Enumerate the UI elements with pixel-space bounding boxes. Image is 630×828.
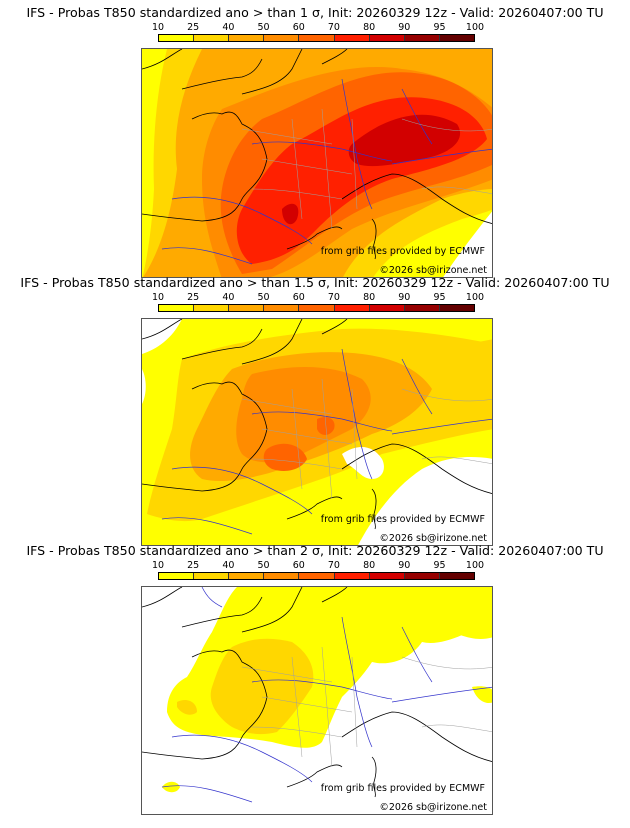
field-25 bbox=[142, 49, 202, 277]
colorbar-segment bbox=[369, 35, 405, 41]
source-credit: from grib files provided by ECMWF bbox=[320, 246, 485, 257]
panel-1-5sigma: IFS - Probas T850 standardized ano > tha… bbox=[0, 275, 630, 547]
colorbar-segment bbox=[159, 35, 195, 41]
colorbar-ticks: 10 25 40 50 60 70 80 90 95 100 bbox=[152, 292, 484, 303]
tick-label: 50 bbox=[257, 22, 270, 33]
colorbar-segment bbox=[439, 305, 474, 311]
tick-label: 80 bbox=[363, 292, 376, 303]
coastlines bbox=[142, 587, 492, 798]
colorbar-segment bbox=[404, 35, 440, 41]
tick-label: 10 bbox=[151, 560, 165, 571]
colorbar-segment bbox=[334, 573, 370, 579]
colorbar-segment bbox=[194, 305, 230, 311]
colorbar-segment bbox=[159, 573, 195, 579]
tick-label: 90 bbox=[398, 22, 411, 33]
coastlines bbox=[142, 49, 492, 260]
colorbar bbox=[158, 572, 475, 580]
tick-label: 25 bbox=[187, 22, 200, 33]
tick-label: 100 bbox=[465, 560, 485, 571]
tick-label: 100 bbox=[465, 292, 485, 303]
tick-label: 100 bbox=[465, 22, 485, 33]
tick-label: 80 bbox=[363, 22, 376, 33]
panel-title: IFS - Probas T850 standardized ano > tha… bbox=[20, 275, 610, 290]
tick-label: 90 bbox=[398, 560, 411, 571]
borders bbox=[241, 108, 492, 230]
colorbar-segment bbox=[229, 305, 265, 311]
tick-label: 40 bbox=[222, 560, 235, 571]
tick-label: 40 bbox=[222, 292, 235, 303]
tick-label: 25 bbox=[187, 560, 200, 571]
tick-label: 95 bbox=[433, 22, 446, 33]
rivers bbox=[161, 587, 492, 803]
tick-label: 40 bbox=[222, 22, 235, 33]
tick-label: 70 bbox=[327, 292, 340, 303]
colorbar-segment bbox=[369, 573, 405, 579]
colorbar-segment bbox=[194, 573, 230, 579]
map-canvas bbox=[142, 587, 492, 814]
field-10 bbox=[142, 49, 167, 277]
colorbar-segment bbox=[299, 573, 335, 579]
colorbar-segment bbox=[334, 35, 370, 41]
colorbar-segment bbox=[369, 305, 405, 311]
source-credit: from grib files provided by ECMWF bbox=[320, 783, 485, 794]
colorbar-segment bbox=[439, 35, 474, 41]
colorbar-segment bbox=[159, 305, 195, 311]
tick-label: 50 bbox=[257, 560, 270, 571]
tick-label: 95 bbox=[433, 292, 446, 303]
map-canvas bbox=[142, 49, 492, 277]
panel-2sigma: IFS - Probas T850 standardized ano > tha… bbox=[0, 543, 630, 818]
probability-map: from grib files provided by ECMWF ©2026 … bbox=[141, 48, 493, 278]
colorbar-segment bbox=[194, 35, 230, 41]
rivers bbox=[161, 348, 492, 535]
tick-label: 60 bbox=[292, 560, 305, 571]
tick-label: 10 bbox=[151, 292, 165, 303]
tick-label: 70 bbox=[327, 22, 340, 33]
colorbar bbox=[158, 34, 475, 42]
tick-label: 95 bbox=[433, 560, 446, 571]
borders bbox=[241, 646, 492, 768]
tick-label: 70 bbox=[327, 560, 340, 571]
colorbar-ticks: 10 25 40 50 60 70 80 90 95 100 bbox=[152, 560, 484, 571]
tick-label: 80 bbox=[363, 560, 376, 571]
panel-title: IFS - Probas T850 standardized ano > tha… bbox=[26, 5, 604, 20]
map-canvas bbox=[142, 319, 492, 545]
tick-label: 60 bbox=[292, 22, 305, 33]
tick-label: 90 bbox=[398, 292, 411, 303]
tick-label: 25 bbox=[187, 292, 200, 303]
colorbar-segment bbox=[439, 573, 474, 579]
colorbar-segment bbox=[334, 305, 370, 311]
probability-map: from grib files provided by ECMWF ©2026 … bbox=[141, 318, 493, 546]
colorbar-segment bbox=[264, 305, 300, 311]
copyright-text: ©2026 sb@irizone.net bbox=[379, 265, 487, 276]
tick-label: 50 bbox=[257, 292, 270, 303]
colorbar-ticks: 10 25 40 50 60 70 80 90 95 100 bbox=[152, 22, 484, 33]
source-credit: from grib files provided by ECMWF bbox=[320, 514, 485, 525]
colorbar-segment bbox=[264, 35, 300, 41]
tick-label: 60 bbox=[292, 292, 305, 303]
tick-label: 10 bbox=[151, 22, 165, 33]
probability-map: from grib files provided by ECMWF ©2026 … bbox=[141, 586, 493, 815]
borders bbox=[241, 378, 492, 500]
colorbar-segment bbox=[264, 573, 300, 579]
colorbar-segment bbox=[299, 305, 335, 311]
copyright-text: ©2026 sb@irizone.net bbox=[379, 533, 487, 544]
colorbar-segment bbox=[404, 305, 440, 311]
colorbar-segment bbox=[404, 573, 440, 579]
panel-1sigma: IFS - Probas T850 standardized ano > tha… bbox=[0, 5, 630, 280]
panel-title: IFS - Probas T850 standardized ano > tha… bbox=[26, 543, 604, 558]
colorbar bbox=[158, 304, 475, 312]
copyright-text: ©2026 sb@irizone.net bbox=[379, 802, 487, 813]
rivers bbox=[161, 78, 492, 265]
colorbar-segment bbox=[229, 35, 265, 41]
coastlines bbox=[142, 319, 492, 530]
colorbar-segment bbox=[229, 573, 265, 579]
colorbar-segment bbox=[299, 35, 335, 41]
